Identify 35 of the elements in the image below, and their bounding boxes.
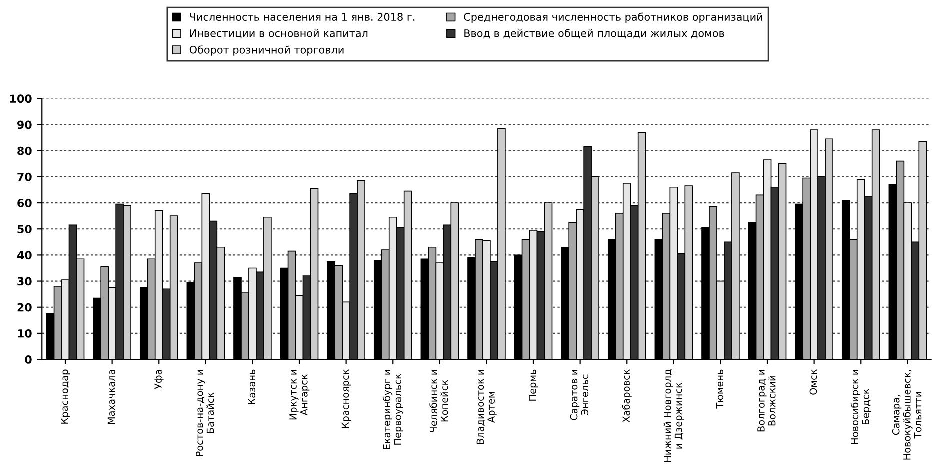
y-tick-label: 100 bbox=[10, 94, 32, 104]
x-tick-label: Новосибирск и Бердск bbox=[850, 370, 872, 444]
x-tick-label: Ростов-на-дону и Батайск bbox=[196, 370, 214, 456]
x-tick-label: Самара, Новокуйбышевск, Тольятти bbox=[892, 370, 922, 460]
legend-label: Инвестиции в основной капитал bbox=[190, 29, 368, 39]
y-tick-label: 30 bbox=[18, 277, 32, 286]
y-tick-label: 40 bbox=[17, 251, 32, 260]
x-tick-label: Махачкала bbox=[108, 370, 116, 424]
y-tick-label: 50 bbox=[18, 225, 32, 234]
x-tick-label: Екатеринбург и Первоуральск bbox=[382, 370, 404, 450]
x-tick-label: Омск bbox=[810, 370, 818, 395]
x-tick-label: Тюмень bbox=[716, 370, 724, 409]
x-tick-label: Красноярск bbox=[342, 370, 352, 428]
legend-label: Оборот розничной торговли bbox=[190, 46, 344, 56]
legend-label: Численность населения на 1 янв. 2018 г. bbox=[190, 13, 415, 22]
x-tick-label: Краснодар bbox=[61, 370, 70, 424]
x-tick-label: Иркутск и Ангарск bbox=[290, 370, 310, 420]
y-tick-label: 60 bbox=[18, 199, 32, 208]
y-tick-label: 0 bbox=[25, 356, 32, 364]
x-tick-label: Волгоград и Волжский bbox=[758, 370, 776, 432]
x-tick-label: Хабаровск bbox=[622, 370, 632, 423]
x-tick-label: Саратов и Энгельс bbox=[570, 370, 589, 420]
y-tick-label: 10 bbox=[18, 329, 32, 338]
y-tick-label: 20 bbox=[18, 303, 32, 312]
y-tick-label: 70 bbox=[18, 172, 32, 182]
x-tick-label: Пермь bbox=[529, 370, 538, 401]
x-tick-label: Владивосток и Артем bbox=[476, 370, 497, 444]
y-tick-label: 90 bbox=[18, 120, 32, 130]
legend-label: Среднегодовая численность работников организаций bbox=[464, 12, 762, 24]
x-tick-label: Нижний Новгорлд и Дзержинск bbox=[664, 370, 684, 462]
x-tick-label: Челябинск и Копейск bbox=[430, 370, 448, 432]
legend-label: Ввод в действие общей площади жилых домов bbox=[464, 29, 724, 39]
x-tick-label: Уфа bbox=[154, 370, 164, 390]
x-tick-label: Казань bbox=[248, 370, 256, 404]
y-tick-label: 80 bbox=[18, 146, 32, 156]
